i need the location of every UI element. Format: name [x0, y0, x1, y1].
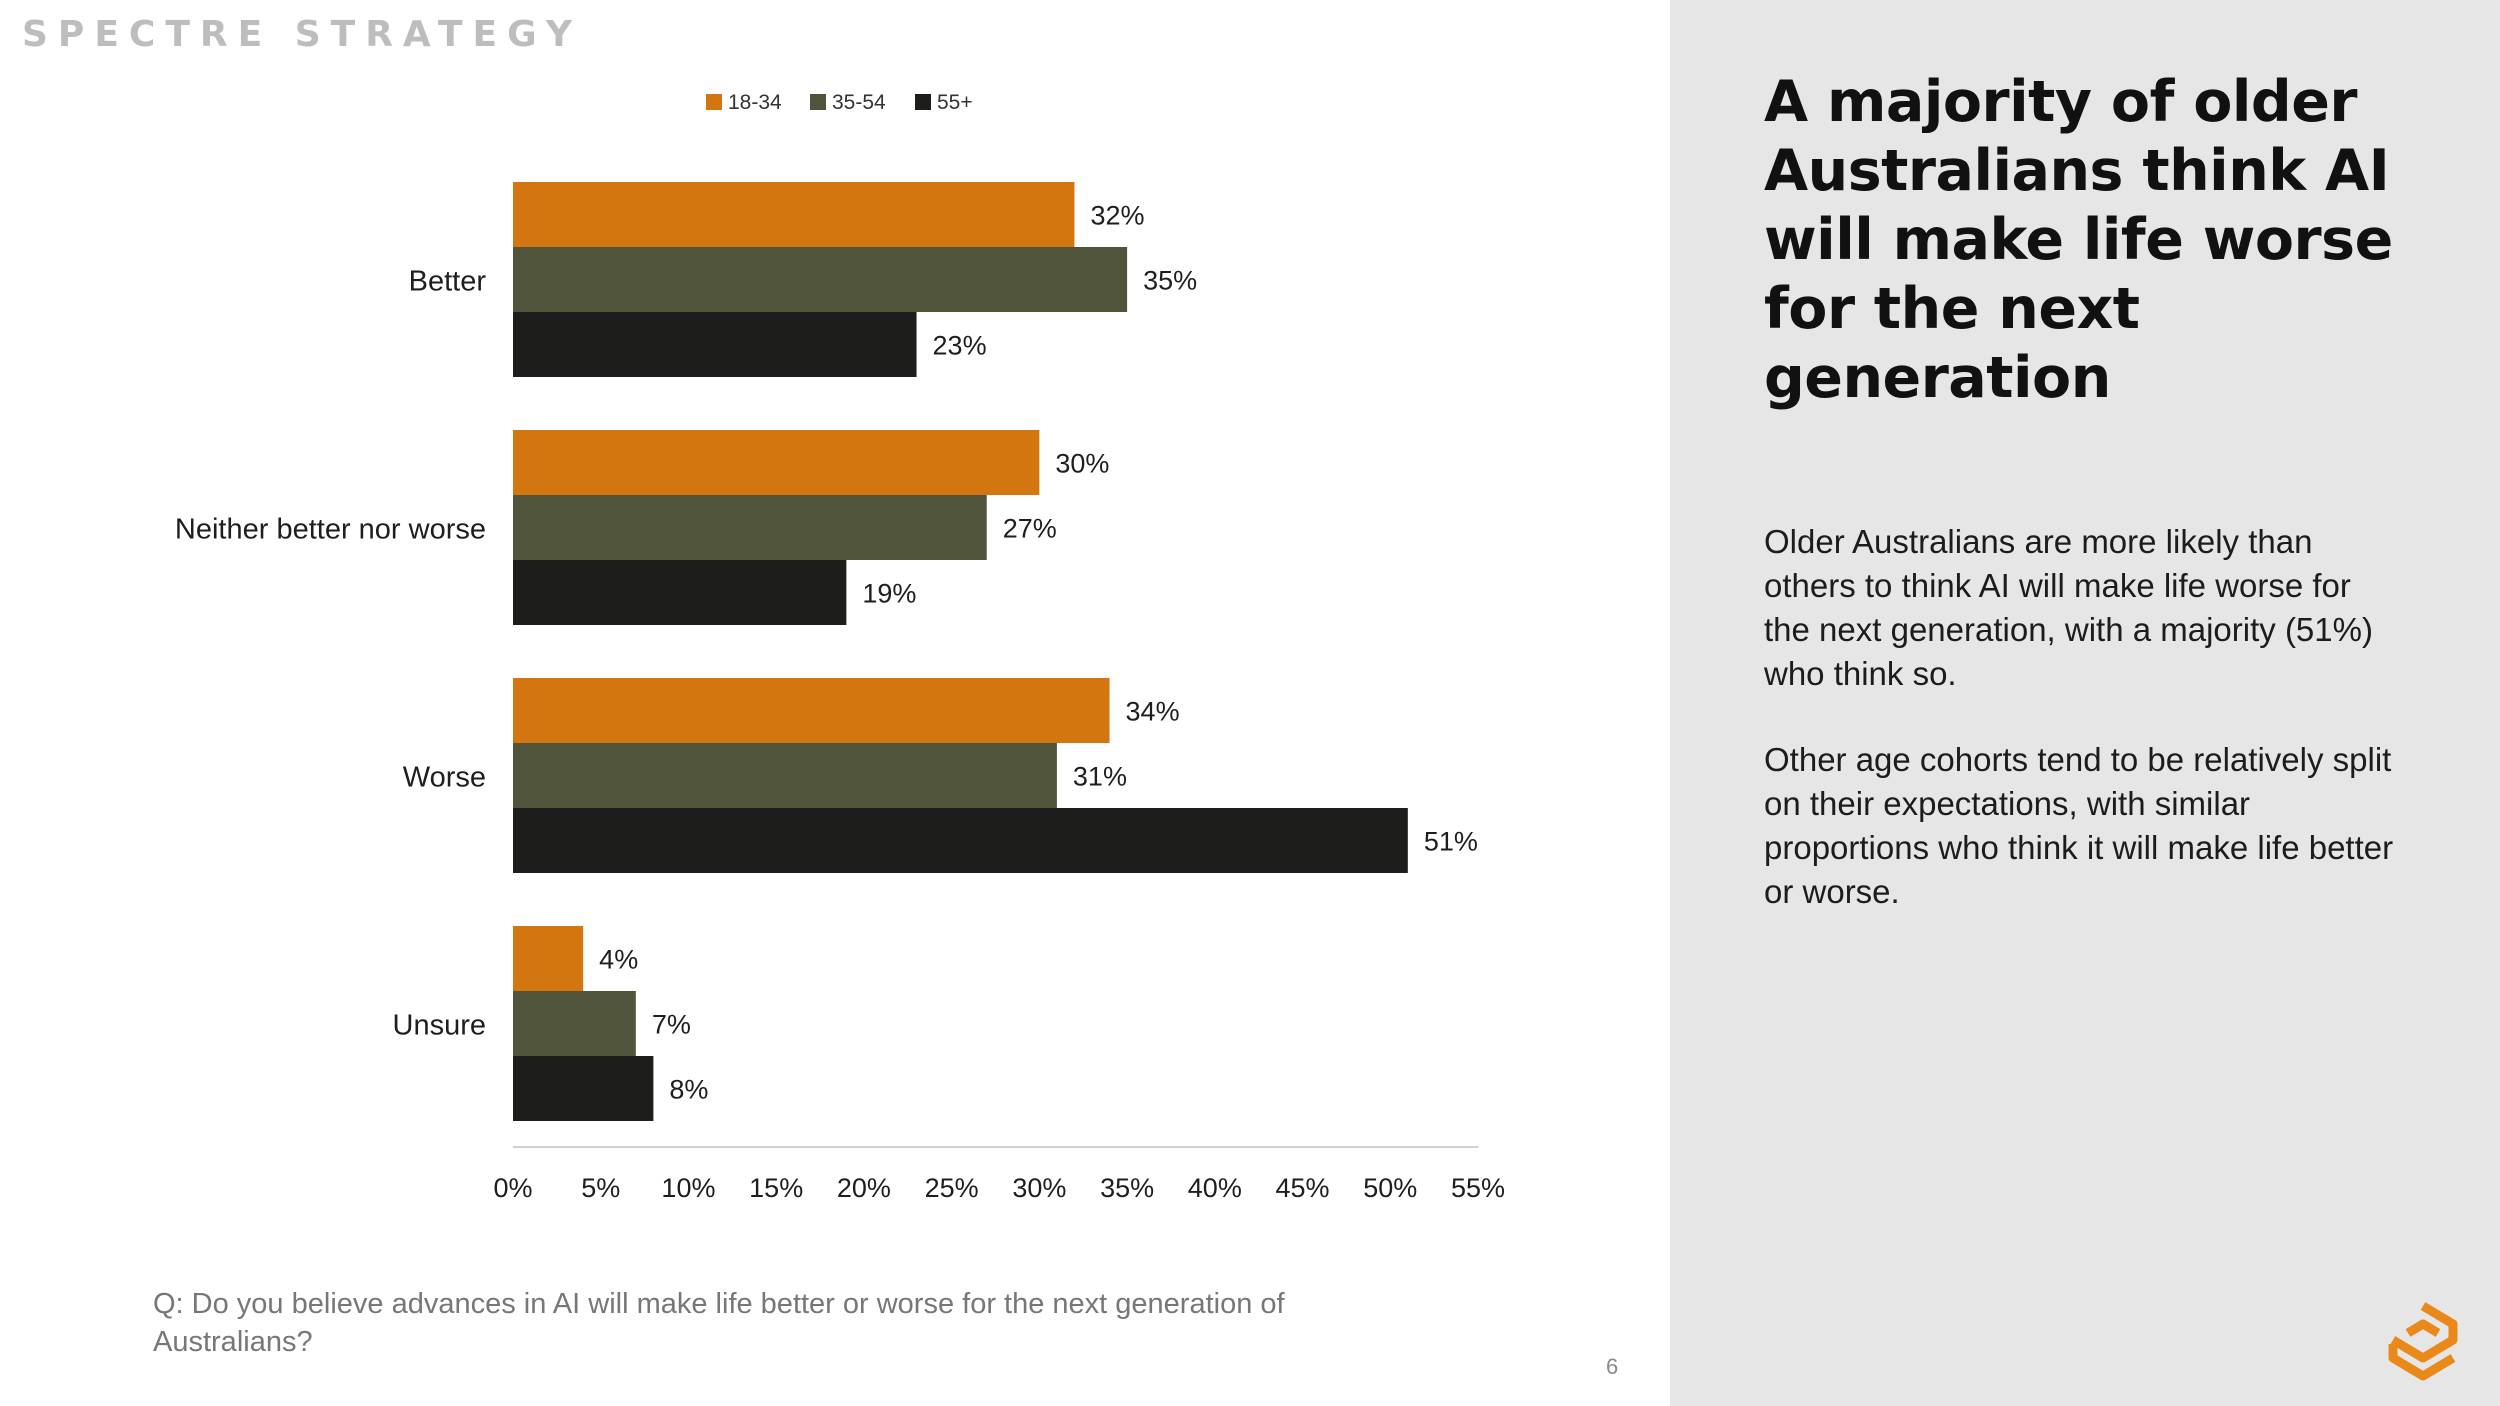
side-panel: A majority of older Australians think AI… — [1670, 0, 2500, 1406]
value-label: 51% — [1424, 827, 1478, 857]
headline: A majority of older Australians think AI… — [1764, 69, 2393, 411]
x-tick-label: 40% — [1188, 1173, 1242, 1203]
bar-chart: 18-34 35-54 55+ Better 32% 35% 23% Neither bett… — [175, 91, 1505, 1203]
value-label: 34% — [1126, 697, 1180, 727]
x-tick-label: 50% — [1363, 1173, 1417, 1203]
x-tick-label: 5% — [581, 1173, 620, 1203]
value-label: 19% — [862, 579, 916, 609]
brand-wordmark: SPECTRE STRATEGY — [22, 14, 582, 55]
body-paragraph-1: Older Australians are more likely than o… — [1764, 523, 2373, 692]
bar — [513, 808, 1408, 873]
legend-label: 35-54 — [832, 91, 886, 114]
value-label: 27% — [1003, 514, 1057, 544]
legend-label: 18-34 — [728, 91, 782, 114]
value-label: 30% — [1055, 449, 1109, 479]
value-label: 31% — [1073, 762, 1127, 792]
x-tick-label: 55% — [1451, 1173, 1505, 1203]
legend-swatch — [706, 94, 722, 110]
x-tick-label: 0% — [493, 1173, 532, 1203]
bar — [513, 560, 847, 625]
bar — [513, 926, 584, 991]
value-label: 32% — [1090, 201, 1144, 231]
category-label: Better — [409, 266, 487, 298]
survey-question: Q: Do you believe advances in AI will ma… — [153, 1288, 1285, 1358]
x-tick-label: 35% — [1100, 1173, 1154, 1203]
bar — [513, 991, 636, 1056]
value-label: 7% — [652, 1010, 691, 1040]
value-label: 35% — [1143, 266, 1197, 296]
bar — [513, 430, 1040, 495]
value-label: 8% — [669, 1075, 708, 1105]
legend-swatch — [810, 94, 826, 110]
category-label: Worse — [403, 762, 486, 794]
spectre-logo-icon — [2388, 1302, 2458, 1381]
x-tick-label: 15% — [749, 1173, 803, 1203]
page-number: 6 — [1606, 1354, 1619, 1379]
bar — [513, 743, 1057, 808]
bar — [513, 312, 917, 377]
bar — [513, 495, 987, 560]
x-tick-label: 20% — [837, 1173, 891, 1203]
value-label: 4% — [599, 945, 638, 975]
bar — [513, 678, 1110, 743]
category-label: Unsure — [393, 1010, 487, 1042]
x-tick-label: 25% — [925, 1173, 979, 1203]
value-label: 23% — [933, 331, 987, 361]
legend-label: 55+ — [937, 91, 973, 114]
bar — [513, 182, 1075, 247]
bar — [513, 247, 1128, 312]
category-label: Neither better nor worse — [175, 514, 486, 546]
bar — [513, 1056, 654, 1121]
legend-swatch — [915, 94, 931, 110]
body-paragraph-2: Other age cohorts tend to be relatively … — [1764, 741, 2394, 910]
x-tick-label: 30% — [1012, 1173, 1066, 1203]
x-tick-label: 10% — [661, 1173, 715, 1203]
x-tick-label: 45% — [1276, 1173, 1330, 1203]
